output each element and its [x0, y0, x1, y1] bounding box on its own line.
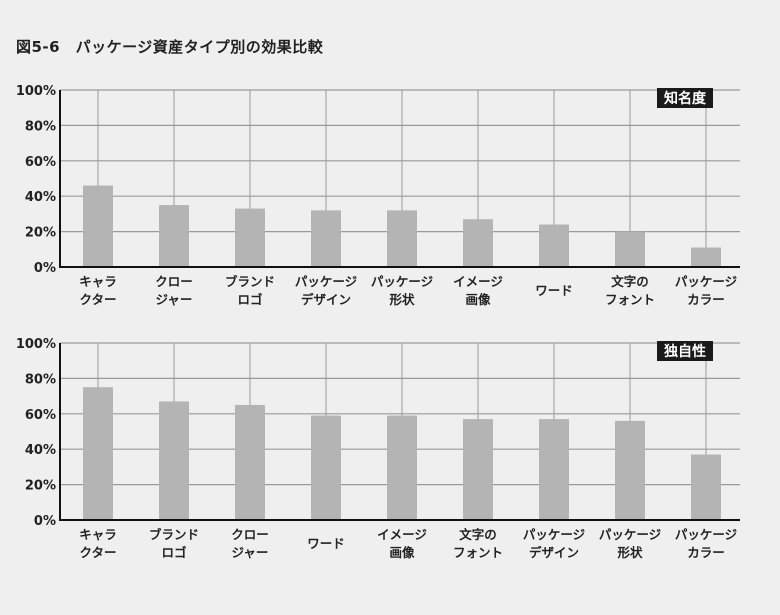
y-tick-label: 60% [25, 408, 56, 423]
x-tick-label: パッケージ [295, 274, 358, 289]
y-tick-label: 0% [34, 261, 56, 276]
chart-title-tag [657, 88, 713, 108]
bar [615, 420, 645, 520]
x-tick-label: 画像 [465, 292, 491, 307]
y-tick-label: 60% [25, 155, 56, 170]
x-tick-label: クロー [231, 527, 269, 542]
x-tick-label: デザイン [529, 545, 579, 560]
x-tick-label: パッケージ [599, 527, 662, 542]
y-tick-label: 40% [25, 443, 56, 458]
y-tick-label: 0% [34, 514, 56, 529]
bar [615, 231, 645, 267]
x-tick-label: 文字の [611, 274, 649, 289]
x-tick-label: パッケージ [675, 274, 738, 289]
bar [463, 219, 493, 267]
chart-title: 独自性 [664, 343, 706, 360]
x-tick-label: カラー [687, 292, 725, 307]
x-tick-label: パッケージ [523, 527, 586, 542]
x-tick-label: クター [79, 545, 116, 560]
y-tick-label: 100% [16, 84, 56, 99]
x-tick-label: クター [79, 292, 116, 307]
y-tick-label: 20% [25, 226, 56, 241]
x-tick-label: パッケージ [675, 527, 738, 542]
x-tick-label: ブランド [225, 274, 275, 289]
figure-title: 図5-6 パッケージ資産タイプ別の効果比較 [16, 38, 324, 56]
x-tick-label: ワード [307, 536, 345, 551]
x-tick-label: ジャー [156, 292, 193, 307]
x-tick-label: デザイン [301, 292, 351, 307]
x-tick-label: フォント [453, 545, 503, 560]
chart-title-tag [657, 341, 713, 361]
x-tick-label: ワード [535, 283, 573, 298]
x-tick-label: クロー [155, 274, 193, 289]
x-tick-label: キャラ [79, 274, 117, 289]
x-tick-label: 形状 [389, 292, 415, 307]
y-tick-label: 20% [25, 479, 56, 494]
bar [311, 415, 341, 520]
bar [159, 205, 189, 267]
bar [691, 454, 721, 520]
x-tick-label: フォント [605, 292, 655, 307]
bar [463, 419, 493, 520]
bar [83, 185, 113, 267]
x-tick-label: カラー [687, 545, 725, 560]
bar [539, 419, 569, 520]
x-tick-label: イメージ [377, 527, 427, 542]
x-tick-label: パッケージ [371, 274, 434, 289]
y-tick-label: 80% [25, 372, 56, 387]
y-tick-label: 100% [16, 337, 56, 352]
y-tick-label: 40% [25, 190, 56, 205]
chart-title: 知名度 [664, 90, 707, 107]
bar [691, 247, 721, 267]
x-tick-label: ジャー [232, 545, 269, 560]
x-tick-label: キャラ [79, 527, 117, 542]
bar [539, 224, 569, 267]
x-tick-label: 形状 [617, 545, 643, 560]
bar [235, 404, 265, 520]
y-tick-label: 80% [25, 119, 56, 134]
x-tick-label: ロゴ [161, 545, 187, 560]
bar [83, 387, 113, 520]
x-tick-label: イメージ [453, 274, 503, 289]
bar [387, 415, 417, 520]
x-tick-label: 文字の [459, 527, 497, 542]
x-tick-label: ロゴ [237, 292, 263, 307]
x-tick-label: 画像 [389, 545, 415, 560]
x-tick-label: ブランド [149, 527, 199, 542]
bar [235, 208, 265, 267]
bar [159, 401, 189, 520]
bar [311, 210, 341, 267]
bar [387, 210, 417, 267]
